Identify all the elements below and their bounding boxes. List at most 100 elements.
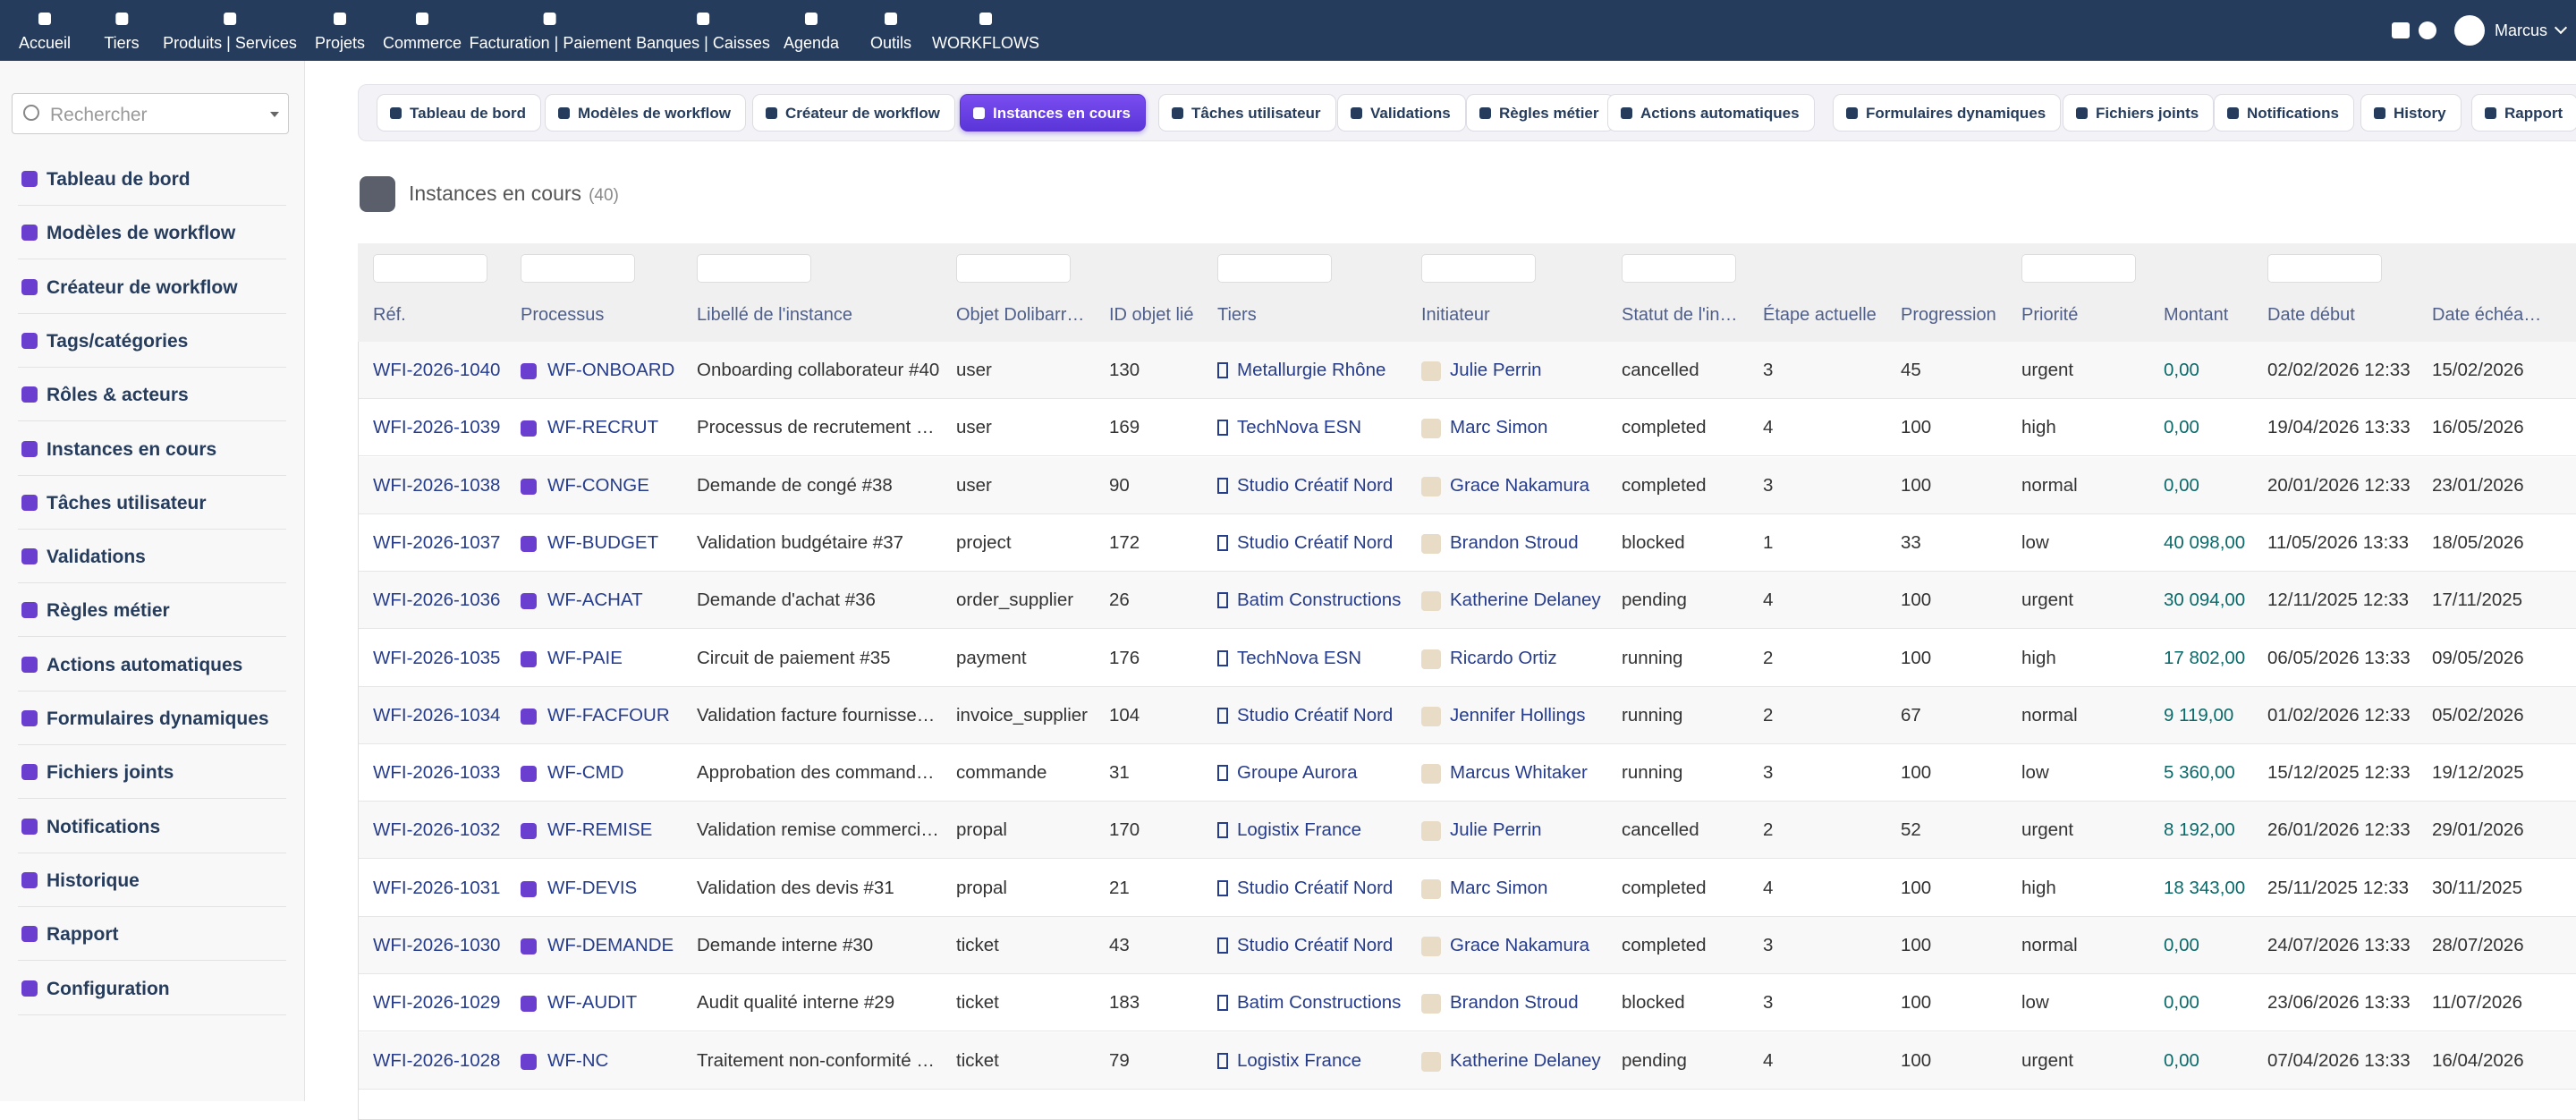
cell-link[interactable]: WFI-2026-1030 (373, 935, 501, 955)
cell-link[interactable]: WFI-2026-1033 (373, 762, 501, 784)
cell-link[interactable]: Groupe Aurora (1237, 762, 1358, 784)
cell-link[interactable]: Katherine Delaney (1450, 1049, 1601, 1071)
nav-item[interactable]: Accueil (19, 0, 71, 61)
column-header[interactable]: Date échéa… (2432, 305, 2542, 325)
cell-link[interactable]: Studio Créatif Nord (1237, 704, 1394, 725)
cell-link[interactable]: Logistix France (1237, 1049, 1362, 1071)
cell-link[interactable]: TechNova ESN (1237, 647, 1362, 668)
cell-link[interactable]: WFI-2026-1040 (373, 360, 501, 380)
help-icon[interactable] (2419, 21, 2436, 39)
cell-link[interactable]: Grace Nakamura (1450, 474, 1590, 496)
sidebar-item[interactable]: Rôles & acteurs (18, 368, 286, 422)
column-header[interactable]: Priorité (2021, 305, 2079, 325)
column-filter[interactable] (1622, 254, 1736, 283)
cell-link[interactable]: Studio Créatif Nord (1237, 531, 1394, 553)
column-header[interactable]: Initiateur (1421, 305, 1490, 325)
cell-link[interactable]: Grace Nakamura (1450, 935, 1590, 955)
cell-link[interactable]: WF-BUDGET (547, 531, 659, 553)
sidebar-item[interactable]: Instances en cours (18, 422, 286, 476)
tab[interactable]: Formulaires dynamiques (1833, 94, 2062, 132)
nav-item[interactable]: WORKFLOWS (932, 0, 1039, 61)
tab[interactable]: Tableau de bord (377, 94, 542, 132)
cell-link[interactable]: Jennifer Hollings (1450, 704, 1586, 725)
nav-item[interactable]: Outils (870, 0, 911, 61)
sidebar-item[interactable]: Configuration (18, 962, 286, 1015)
cell-link[interactable]: WFI-2026-1038 (373, 474, 501, 496)
tab[interactable]: Actions automatiques (1607, 94, 1815, 132)
sidebar-item[interactable]: Formulaires dynamiques (18, 692, 286, 745)
cell-link[interactable]: Studio Créatif Nord (1237, 935, 1394, 955)
sidebar-item[interactable]: Tags/catégories (18, 314, 286, 368)
cell-link[interactable]: WF-ACHAT (547, 590, 643, 611)
column-filter[interactable] (956, 254, 1071, 283)
column-filter[interactable] (697, 254, 811, 283)
cell-link[interactable]: Katherine Delaney (1450, 590, 1601, 611)
column-header[interactable]: Date début (2267, 305, 2355, 325)
print-icon[interactable] (2392, 22, 2410, 38)
tab[interactable]: Instances en cours (960, 94, 1147, 132)
cell-link[interactable]: Studio Créatif Nord (1237, 474, 1394, 496)
cell-link[interactable]: WFI-2026-1039 (373, 417, 501, 438)
column-header[interactable]: Progression (1901, 305, 1996, 325)
cell-link[interactable]: WF-FACFOUR (547, 704, 670, 725)
tab[interactable]: History (2360, 94, 2462, 132)
user-name[interactable]: Marcus (2495, 21, 2548, 39)
cell-link[interactable]: Batim Constructions (1237, 992, 1402, 1014)
cell-link[interactable]: TechNova ESN (1237, 417, 1362, 438)
cell-link[interactable]: Ricardo Ortiz (1450, 647, 1557, 668)
cell-link[interactable]: Brandon Stroud (1450, 531, 1579, 553)
cell-link[interactable]: Julie Perrin (1450, 360, 1542, 380)
tab[interactable]: Modèles de workflow (545, 94, 746, 132)
column-header[interactable]: Libellé de l'instance (697, 305, 852, 325)
cell-link[interactable]: Marcus Whitaker (1450, 762, 1588, 784)
column-filter[interactable] (521, 254, 635, 283)
cell-link[interactable]: Marc Simon (1450, 877, 1548, 898)
nav-item[interactable]: Produits | Services (163, 0, 297, 61)
nav-item[interactable]: Agenda (784, 0, 839, 61)
column-header[interactable]: Processus (521, 305, 605, 325)
tab[interactable]: Rapport (2471, 94, 2576, 132)
cell-link[interactable]: Logistix France (1237, 819, 1362, 841)
cell-link[interactable]: WF-CONGE (547, 474, 649, 496)
nav-item[interactable]: Facturation | Paiement (470, 0, 631, 61)
cell-link[interactable]: WF-AUDIT (547, 992, 638, 1014)
sidebar-item[interactable]: Rapport (18, 907, 286, 962)
tab[interactable]: Fichiers joints (2063, 94, 2215, 132)
column-header[interactable]: Réf. (373, 305, 406, 325)
cell-link[interactable]: WF-REMISE (547, 819, 653, 841)
cell-link[interactable]: WF-RECRUT (547, 417, 659, 438)
nav-item[interactable]: Tiers (104, 0, 140, 61)
column-filter[interactable] (1421, 254, 1536, 283)
cell-link[interactable]: WFI-2026-1037 (373, 531, 501, 553)
cell-link[interactable]: WF-ONBOARD (547, 360, 675, 380)
sidebar-item[interactable]: Tâches utilisateur (18, 476, 286, 530)
cell-link[interactable]: WFI-2026-1034 (373, 704, 501, 725)
cell-link[interactable]: Brandon Stroud (1450, 992, 1579, 1014)
tab[interactable]: Validations (1337, 94, 1466, 132)
sidebar-item[interactable]: Tableau de bord (18, 152, 286, 206)
avatar[interactable] (2454, 15, 2485, 46)
search-box[interactable]: Rechercher (12, 93, 289, 134)
cell-link[interactable]: WFI-2026-1028 (373, 1049, 501, 1071)
sidebar-item[interactable]: Validations (18, 530, 286, 584)
tab[interactable]: Tâches utilisateur (1158, 94, 1336, 132)
tab[interactable]: Créateur de workflow (752, 94, 955, 132)
sidebar-item[interactable]: Notifications (18, 800, 286, 853)
sidebar-item[interactable]: Actions automatiques (18, 638, 286, 692)
nav-item[interactable]: Commerce (383, 0, 462, 61)
column-filter[interactable] (2267, 254, 2382, 283)
column-filter[interactable] (2021, 254, 2136, 283)
cell-link[interactable]: WFI-2026-1032 (373, 819, 501, 841)
column-header[interactable]: ID objet lié (1109, 305, 1194, 325)
tab[interactable]: Règles métier (1466, 94, 1614, 132)
sidebar-item[interactable]: Modèles de workflow (18, 206, 286, 260)
sidebar-item[interactable]: Historique (18, 853, 286, 907)
cell-link[interactable]: WFI-2026-1035 (373, 647, 501, 668)
nav-item[interactable]: Projets (315, 0, 365, 61)
sidebar-item[interactable]: Règles métier (18, 583, 286, 638)
cell-link[interactable]: Julie Perrin (1450, 819, 1542, 841)
column-filter[interactable] (373, 254, 487, 283)
cell-link[interactable]: WF-CMD (547, 762, 624, 784)
column-header[interactable]: Objet Dolibarr… (956, 305, 1085, 325)
cell-link[interactable]: Batim Constructions (1237, 590, 1402, 611)
